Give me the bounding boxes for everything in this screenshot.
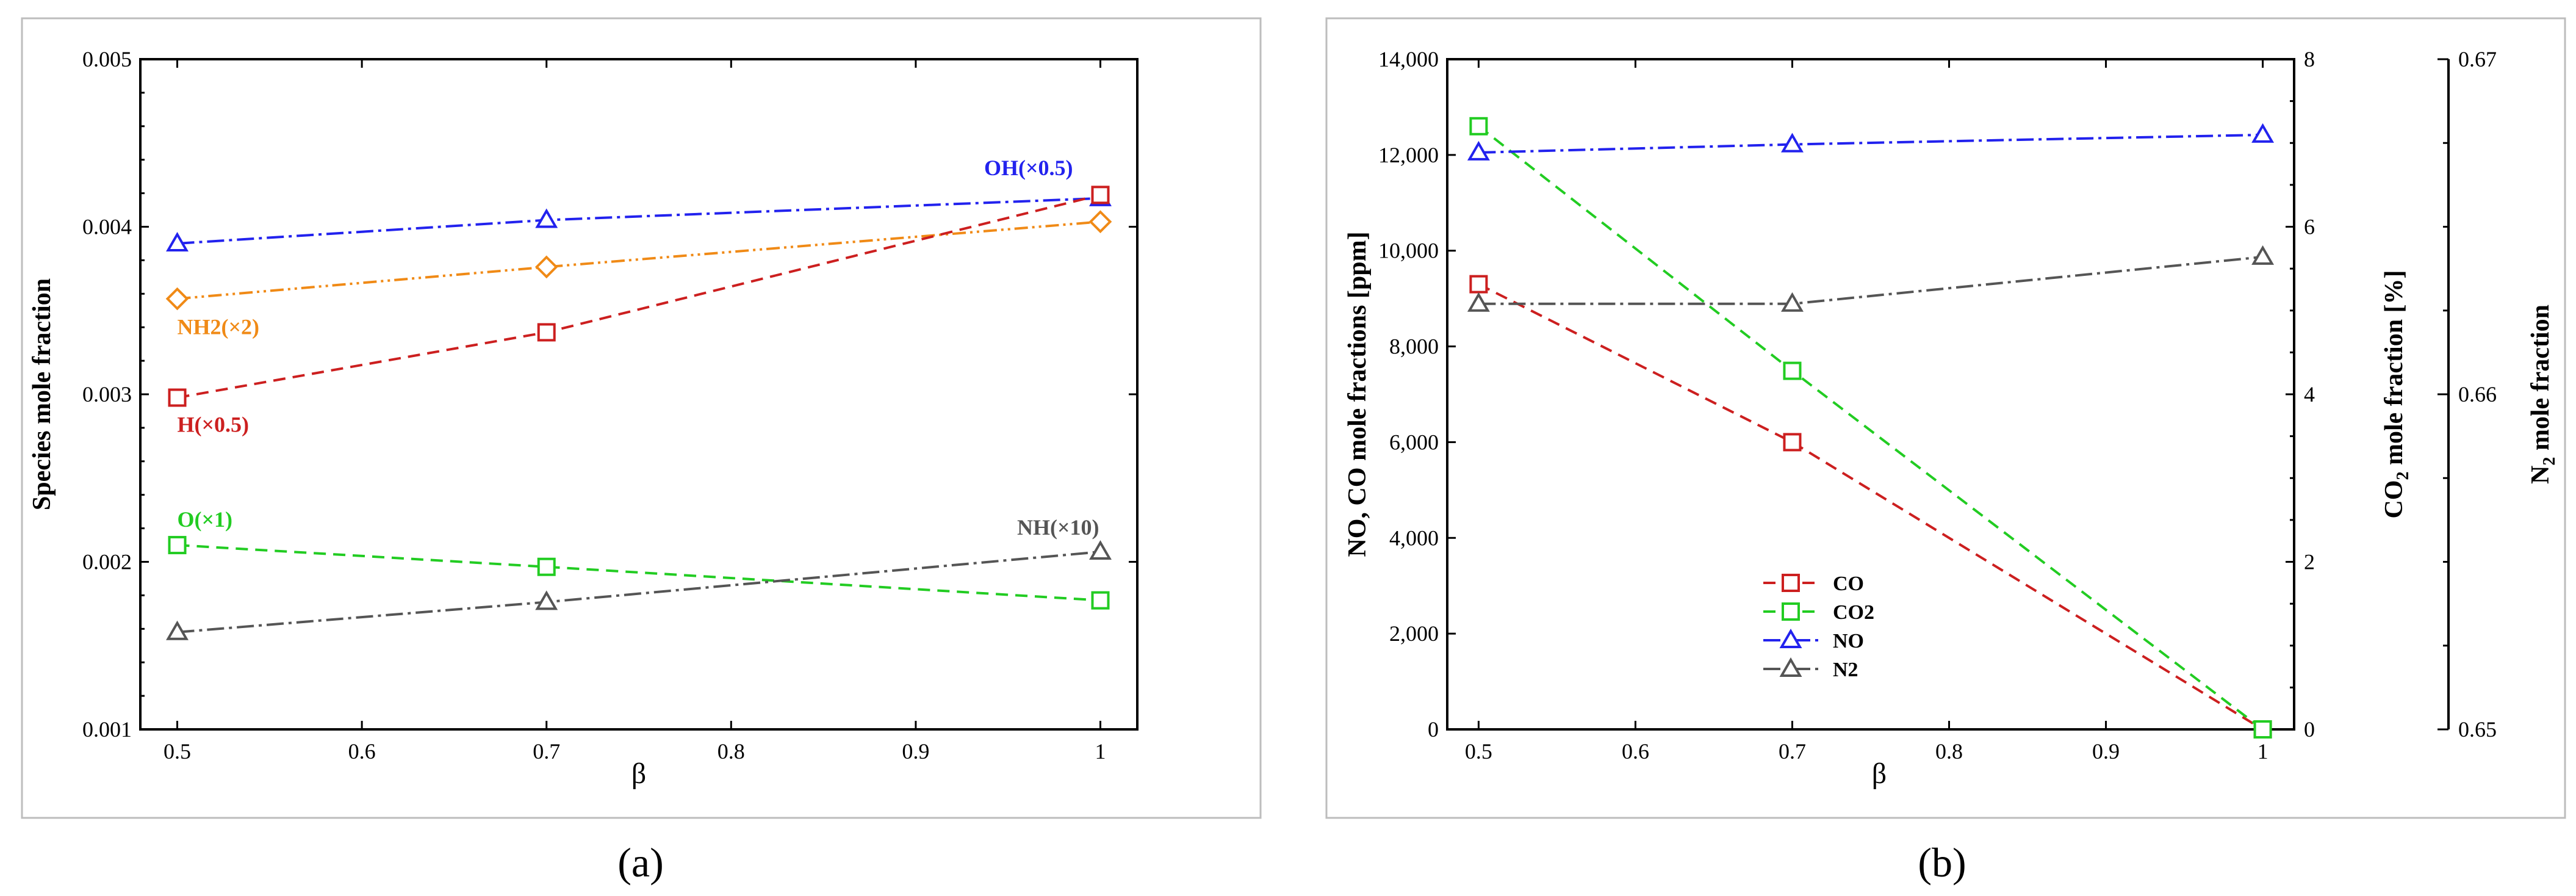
a-series-marker (166, 620, 189, 640)
panel-b-left-axis-title: NO, CO mole fractions [ppm] (1344, 231, 1372, 557)
b-legend-label: N2 (1833, 659, 1858, 681)
b-series-marker (1783, 361, 1802, 380)
a-y-tick-label: 0.003 (82, 382, 132, 406)
b-series-marker (1781, 292, 1804, 312)
a-x-tick-label: 0.8 (718, 739, 745, 764)
b-series-marker (2253, 720, 2272, 739)
b-x-tick-label: 0.5 (1465, 739, 1492, 764)
a-y-tick-label: 0.001 (82, 717, 132, 742)
panel-a-x-axis-title: β (631, 757, 646, 790)
panel-a-series-labels: OH(×0.5) NH2(×2) H(×0.5) O(×1) NH(×10) (178, 156, 1099, 540)
b-x-tick-label: 0.9 (2092, 739, 2120, 764)
b-x-tick-label: 1 (2258, 739, 2268, 764)
b-left-tick-label: 6,000 (1389, 430, 1439, 454)
a-y-tick-label: 0.005 (82, 47, 132, 71)
a-series-marker (535, 590, 558, 610)
b-left-tick-label: 14,000 (1378, 47, 1439, 71)
panel-a-frame (21, 17, 1262, 819)
panel-a: 0.5 0.6 0.7 0.8 0.9 1 0.001 0.002 0.003 0.004 0.00… (21, 17, 1262, 886)
panel-b-co2-axis-title: CO2 mole fraction [%] (2380, 270, 2412, 518)
a-series-marker (165, 287, 189, 311)
co2-axis-title-sub: 2 (2394, 472, 2412, 480)
a-x-tick-label: 0.9 (902, 739, 929, 764)
b-series-marker (1781, 132, 1804, 153)
co2-axis-title-rest: mole fraction [%] (2380, 270, 2408, 471)
a-x-tick-label: 0.6 (348, 739, 376, 764)
b-left-tick-label: 12,000 (1378, 143, 1439, 167)
a-series-line (177, 220, 1101, 300)
a-series-marker (1091, 186, 1110, 204)
b-n2-tick-label: 0.66 (2458, 382, 2497, 406)
b-left-tick-label: 8,000 (1389, 334, 1439, 359)
b-legend-label: CO2 (1833, 601, 1874, 624)
b-x-tick-label: 0.8 (1935, 739, 1963, 764)
co2-axis-title-main: CO (2380, 480, 2408, 519)
b-series-marker (1783, 433, 1802, 452)
b-x-tick-label: 0.6 (1622, 739, 1649, 764)
panel-b-n2-axis-title: N2 mole fraction (2527, 305, 2559, 484)
panel-b-legend: CO CO2 NO N2 (1763, 573, 1874, 681)
b-x-tick-label: 0.7 (1779, 739, 1806, 764)
b-legend-marker (1782, 602, 1800, 621)
b-left-tick-label: 10,000 (1378, 239, 1439, 263)
a-series-marker (1091, 591, 1110, 610)
a-series-marker (168, 536, 187, 555)
b-legend-marker (1782, 574, 1800, 592)
b-left-tick-label: 0 (1428, 717, 1439, 742)
b-co2-tick-label: 8 (2304, 47, 2315, 71)
b-legend-marker (1779, 628, 1802, 648)
b-series-marker (1469, 117, 1488, 135)
b-co2-tick-label: 0 (2304, 717, 2315, 742)
a-series-marker (1089, 540, 1112, 560)
a-series-marker (166, 231, 189, 251)
panel-b-caption: (b) (1918, 839, 1966, 886)
panel-a-y-axis-title: Species mole fraction (28, 278, 56, 510)
a-series-label: O(×1) (178, 507, 233, 532)
b-legend-label: CO (1833, 573, 1864, 595)
a-series-marker (535, 208, 558, 228)
n2-axis-title-sub: 2 (2540, 457, 2559, 466)
a-series-label: NH(×10) (1017, 515, 1099, 540)
n2-axis-title-main: N (2527, 466, 2555, 484)
a-series-label: OH(×0.5) (984, 156, 1073, 180)
b-series-marker (1469, 275, 1488, 294)
b-n2-tick-label: 0.67 (2458, 47, 2497, 71)
panel-b-x-axis-title: β (1872, 757, 1887, 790)
b-series-marker (1467, 292, 1490, 312)
n2-axis-title-rest: mole fraction (2527, 305, 2555, 457)
b-series-marker (2251, 123, 2275, 143)
a-series-marker (534, 255, 558, 279)
a-x-tick-label: 1 (1095, 739, 1106, 764)
b-left-tick-label: 2,000 (1389, 621, 1439, 646)
panel-a-caption: (a) (617, 839, 663, 886)
b-co2-tick-label: 2 (2304, 550, 2315, 574)
panel-b-ticks: 0.5 0.6 0.7 0.8 0.9 1 0 2,000 4,000 6,000 8,000 10,… (1378, 47, 2497, 764)
a-series-label: NH2(×2) (178, 315, 260, 339)
b-series-marker (2251, 245, 2275, 265)
b-legend-label: NO (1833, 630, 1864, 652)
a-series-label: H(×0.5) (178, 412, 250, 436)
panel-b-frame (1325, 17, 2566, 819)
b-co2-tick-label: 6 (2304, 215, 2315, 239)
a-y-tick-label: 0.004 (82, 215, 132, 239)
a-series-marker (1088, 210, 1112, 234)
panel-a-series (165, 186, 1112, 640)
b-legend-marker (1779, 657, 1802, 677)
a-series-marker (537, 557, 556, 576)
a-x-tick-label: 0.7 (533, 739, 560, 764)
a-series-line (177, 544, 1101, 602)
panel-b: 0.5 0.6 0.7 0.8 0.9 1 0 2,000 4,000 6,000 8,000 10,… (1325, 17, 2566, 886)
a-series-marker (537, 323, 556, 342)
b-series-marker (1467, 140, 1490, 161)
b-n2-tick-label: 0.65 (2458, 717, 2497, 742)
b-co2-tick-label: 4 (2304, 382, 2315, 406)
panel-a-ticks: 0.5 0.6 0.7 0.8 0.9 1 0.001 0.002 0.003 0.004 0.00… (82, 47, 1137, 764)
a-y-tick-label: 0.002 (82, 550, 132, 574)
a-x-tick-label: 0.5 (164, 739, 191, 764)
b-left-tick-label: 4,000 (1389, 526, 1439, 550)
a-series-marker (168, 388, 187, 407)
panel-b-series (1467, 117, 2275, 739)
